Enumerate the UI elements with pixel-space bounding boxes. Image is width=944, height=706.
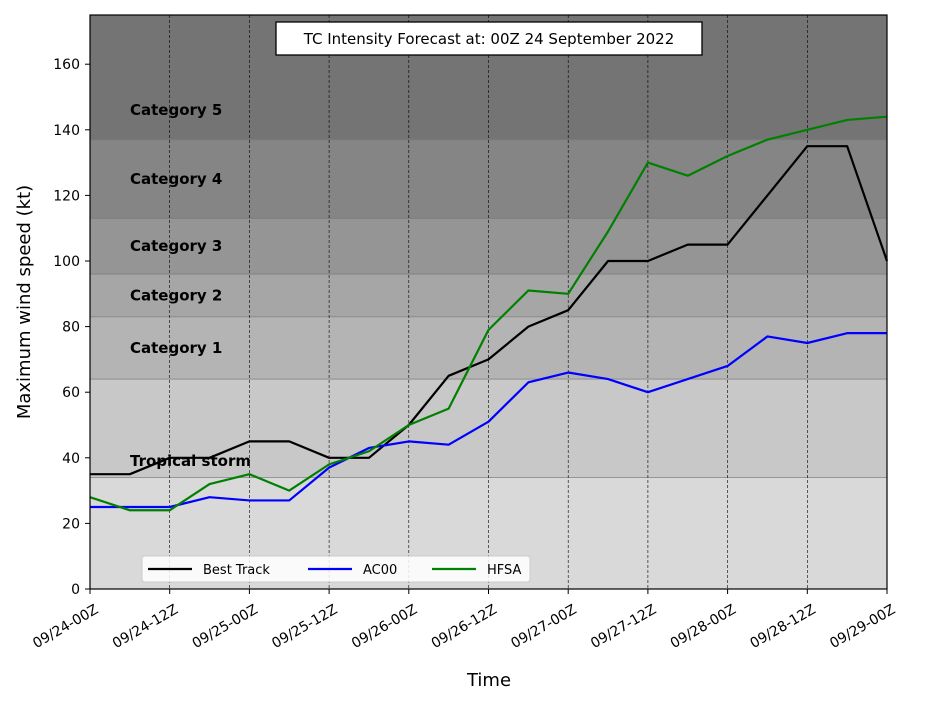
category-label-category-4: Category 4 bbox=[130, 170, 222, 188]
category-label-tropical-storm: Tropical storm bbox=[130, 452, 251, 470]
legend-label-ac00: AC00 bbox=[363, 563, 397, 578]
y-tick-label-140: 140 bbox=[53, 123, 80, 139]
y-tick-label-0: 0 bbox=[71, 582, 80, 598]
y-tick-label-60: 60 bbox=[62, 385, 80, 401]
y-tick-label-120: 120 bbox=[53, 188, 80, 204]
y-tick-label-160: 160 bbox=[53, 57, 80, 73]
legend-label-hfsa: HFSA bbox=[487, 563, 522, 578]
x-tick-label-09/25-12Z: 09/25-12Z bbox=[269, 602, 340, 652]
series-line-ac00 bbox=[90, 332, 887, 509]
legend-label-best-track: Best Track bbox=[203, 563, 270, 578]
chart-title-frame bbox=[275, 21, 703, 56]
y-tick-label-40: 40 bbox=[62, 451, 80, 467]
series-line-hfsa bbox=[89, 115, 888, 512]
y-axis-title: Maximum wind speed (kt) bbox=[14, 185, 35, 419]
category-labels: Tropical storm Category 1 Category 2 Catego… bbox=[130, 101, 251, 470]
legend: Best Track AC00 HFSA bbox=[141, 555, 531, 583]
x-axis: 09/24-00Z 09/24-12Z 09/25-00Z 09/25-12Z 09/2… bbox=[30, 589, 898, 652]
x-tick-label-09/28-12Z: 09/28-12Z bbox=[747, 602, 818, 652]
category-label-category-3: Category 3 bbox=[130, 237, 222, 255]
x-tick-label-09/24-12Z: 09/24-12Z bbox=[110, 602, 181, 652]
x-tick-label-09/25-00Z: 09/25-00Z bbox=[190, 602, 261, 652]
category-label-category-5: Category 5 bbox=[130, 101, 222, 119]
x-tick-label-09/27-00Z: 09/27-00Z bbox=[508, 602, 579, 652]
x-tick-label-09/28-00Z: 09/28-00Z bbox=[668, 602, 739, 652]
y-tick-label-20: 20 bbox=[62, 516, 80, 532]
x-tick-label-09/27-12Z: 09/27-12Z bbox=[588, 602, 659, 652]
series-lines bbox=[89, 115, 889, 512]
x-tick-label-09/24-00Z: 09/24-00Z bbox=[30, 602, 101, 652]
x-axis-title: Time bbox=[466, 670, 511, 691]
x-tick-label-09/26-12Z: 09/26-12Z bbox=[429, 602, 500, 652]
category-label-category-2: Category 2 bbox=[130, 286, 222, 304]
x-tick-label-09/26-00Z: 09/26-00Z bbox=[349, 602, 420, 652]
chart-title-box: TC Intensity Forecast at: 00Z 24 Septemb… bbox=[275, 21, 703, 56]
x-tick-label-09/29-00Z: 09/29-00Z bbox=[827, 602, 898, 652]
category-label-category-1: Category 1 bbox=[130, 339, 222, 357]
y-axis: 0 20 40 60 80 100 120 140 160 bbox=[53, 57, 90, 598]
y-tick-label-100: 100 bbox=[53, 254, 80, 270]
series-line-best-track bbox=[90, 145, 889, 476]
vertical-grid bbox=[169, 15, 808, 589]
chart-title: TC Intensity Forecast at: 00Z 24 Septemb… bbox=[303, 30, 675, 48]
y-tick-label-80: 80 bbox=[62, 320, 80, 336]
